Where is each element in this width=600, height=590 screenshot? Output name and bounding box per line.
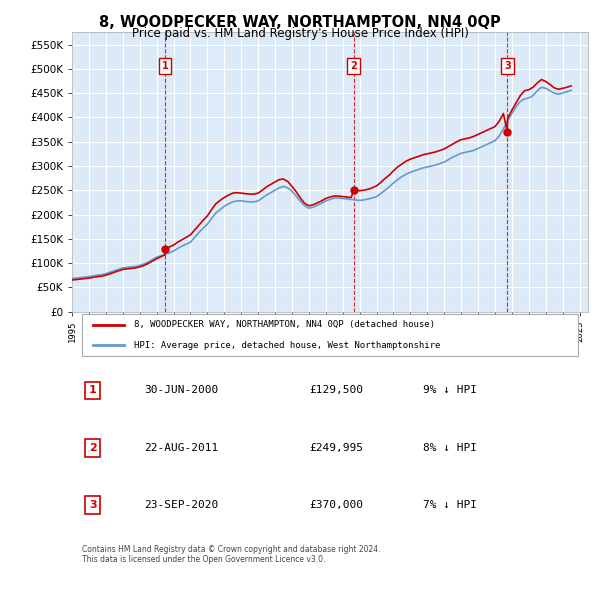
Text: £249,995: £249,995 bbox=[310, 443, 364, 453]
Text: 3: 3 bbox=[504, 61, 511, 71]
Text: 9% ↓ HPI: 9% ↓ HPI bbox=[423, 385, 477, 395]
Text: HPI: Average price, detached house, West Northamptonshire: HPI: Average price, detached house, West… bbox=[134, 340, 440, 350]
Text: 8, WOODPECKER WAY, NORTHAMPTON, NN4 0QP (detached house): 8, WOODPECKER WAY, NORTHAMPTON, NN4 0QP … bbox=[134, 320, 435, 329]
FancyBboxPatch shape bbox=[82, 314, 578, 356]
Text: 23-SEP-2020: 23-SEP-2020 bbox=[144, 500, 218, 510]
Text: £129,500: £129,500 bbox=[310, 385, 364, 395]
Text: 1: 1 bbox=[161, 61, 169, 71]
Text: 7% ↓ HPI: 7% ↓ HPI bbox=[423, 500, 477, 510]
Text: 2: 2 bbox=[89, 443, 97, 453]
Text: £370,000: £370,000 bbox=[310, 500, 364, 510]
Text: 30-JUN-2000: 30-JUN-2000 bbox=[144, 385, 218, 395]
Text: 8, WOODPECKER WAY, NORTHAMPTON, NN4 0QP: 8, WOODPECKER WAY, NORTHAMPTON, NN4 0QP bbox=[99, 15, 501, 30]
Text: 1: 1 bbox=[89, 385, 97, 395]
Text: 8% ↓ HPI: 8% ↓ HPI bbox=[423, 443, 477, 453]
Text: 2: 2 bbox=[350, 61, 357, 71]
Text: Contains HM Land Registry data © Crown copyright and database right 2024.
This d: Contains HM Land Registry data © Crown c… bbox=[82, 545, 381, 564]
Text: 3: 3 bbox=[89, 500, 97, 510]
Text: Price paid vs. HM Land Registry's House Price Index (HPI): Price paid vs. HM Land Registry's House … bbox=[131, 27, 469, 40]
Text: 22-AUG-2011: 22-AUG-2011 bbox=[144, 443, 218, 453]
